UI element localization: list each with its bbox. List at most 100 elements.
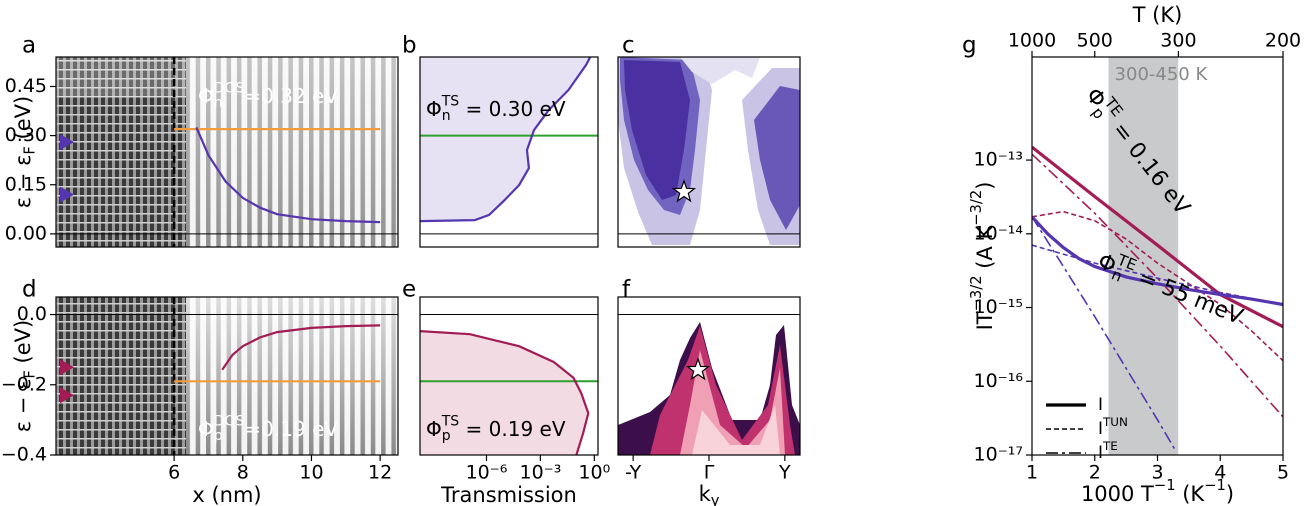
label-part: IT	[973, 311, 997, 330]
annotation: ΦnTS = 0.30 eV	[426, 94, 566, 124]
series-line	[221, 324, 381, 371]
series-line	[1032, 244, 1283, 306]
y-tick-label: 0.30	[5, 124, 47, 146]
annotation: ΦpDOS=0.19 eV	[198, 414, 338, 444]
label-part: )	[973, 182, 997, 190]
x2-tick-label: 1000	[1008, 30, 1056, 52]
label-part: k	[699, 482, 712, 506]
label-part: TE	[1102, 438, 1118, 452]
panel-label: a	[22, 33, 36, 59]
label-part: =0.32 eV	[244, 84, 338, 108]
area-fill	[420, 331, 589, 455]
star-marker	[671, 179, 697, 203]
label-part: =0.19 eV	[244, 417, 338, 441]
band-map	[618, 322, 800, 455]
label-part: 1000 T	[1081, 482, 1154, 506]
x2-tick-label: 500	[1077, 30, 1113, 52]
x-tick-label: 1	[1026, 462, 1038, 484]
heatmap-background	[56, 297, 398, 455]
series-line	[1032, 215, 1283, 307]
label-part: (K	[1176, 482, 1206, 506]
plot-area	[56, 297, 398, 455]
x-tick-label: 4	[1214, 462, 1226, 484]
legend-label: I	[1098, 395, 1103, 415]
x-tick-label: Y	[778, 462, 791, 484]
label-part: −3/2	[968, 190, 985, 226]
series-line	[420, 57, 592, 223]
axes-frame	[419, 296, 599, 456]
x-axis-label: Transmission	[440, 483, 577, 506]
label-part: ε − ε	[11, 155, 35, 209]
y-tick-label: −0.2	[1, 373, 47, 395]
label-part: n	[214, 95, 223, 111]
label-part: −1	[1204, 477, 1226, 494]
x-tick-label: 12	[368, 462, 392, 484]
series-line	[195, 126, 381, 224]
label-part: −3/2	[968, 275, 985, 311]
energy-arrow	[60, 359, 74, 376]
band-map	[618, 57, 800, 245]
x-tick-label: 6	[168, 462, 180, 484]
plot-area	[420, 314, 598, 455]
energy-arrow	[60, 134, 74, 151]
panel-label: e	[402, 277, 416, 303]
shaded-band	[1108, 57, 1179, 455]
annotation: ΦpTS = 0.19 eV	[426, 414, 566, 444]
series-line	[1032, 145, 1283, 329]
label-part: = 0.19 eV	[459, 417, 566, 441]
axes-frame	[419, 56, 599, 248]
plot-area	[1032, 57, 1283, 455]
label-part: p	[442, 428, 451, 444]
axes-frame	[617, 56, 801, 248]
plot-area	[420, 57, 598, 235]
y-axis-label: ε − εF (eV)	[11, 96, 38, 208]
label-part: Φ	[198, 84, 214, 108]
y-tick-label: 10⁻¹⁶	[974, 370, 1023, 392]
y-axis-label: IT−3/2 (A K−3/2)	[968, 182, 997, 331]
energy-arrow	[60, 186, 74, 203]
label-part: (A K	[973, 225, 997, 276]
x-tick-label: 5	[1277, 462, 1289, 484]
label-part: Φ	[426, 97, 442, 121]
x-axis-label: 1000 T−1 (K−1)	[1081, 477, 1234, 506]
label-part: DOS	[214, 81, 245, 97]
label-part: (eV)	[11, 320, 35, 370]
label-part: TS	[441, 414, 460, 430]
x-tick-label: 10	[299, 462, 323, 484]
y-tick-label: −0.4	[1, 444, 47, 466]
label-part: TUN	[1102, 414, 1128, 428]
x-axis-label: x (nm)	[192, 483, 261, 506]
panel-label: d	[22, 277, 37, 303]
panel-label: c	[622, 33, 635, 59]
legend-label: ITUN	[1098, 414, 1128, 439]
x-tick-label: 10⁻³	[519, 462, 561, 484]
series-line	[1032, 153, 1283, 418]
label-part: y	[711, 492, 720, 506]
panel-label: f	[622, 277, 631, 303]
label-part: F	[21, 370, 38, 378]
y-tick-label: 0.00	[5, 222, 47, 244]
x2-axis-label: T (K)	[1132, 3, 1183, 27]
y-axis-label: ε − εF (eV)	[11, 320, 38, 432]
label-part: n	[442, 108, 451, 124]
x-tick-label: 10⁰	[578, 462, 610, 484]
y-tick-label: 10⁻¹⁷	[974, 444, 1023, 466]
y-tick-label: 10⁻¹⁴	[974, 222, 1024, 244]
y-tick-label: 10⁻¹⁵	[974, 296, 1023, 318]
annotation: ΦnDOS=0.32 eV	[198, 81, 338, 111]
x-tick-label: 8	[237, 462, 249, 484]
legend-label: ITE	[1098, 438, 1118, 463]
band-label: 300-450 K	[1115, 64, 1209, 85]
y-tick-label: 0.15	[5, 173, 47, 195]
label-part: p	[214, 428, 223, 444]
x-axis-label: ky	[699, 482, 720, 506]
area-fill	[420, 57, 591, 222]
panel-label: g	[962, 33, 977, 59]
heatmap-background	[56, 57, 398, 247]
label-part: (eV)	[11, 96, 35, 146]
x-tick-label: 3	[1151, 462, 1163, 484]
label-part: Φ	[426, 417, 442, 441]
label-part: F	[21, 146, 38, 154]
label-part: TS	[441, 94, 460, 110]
